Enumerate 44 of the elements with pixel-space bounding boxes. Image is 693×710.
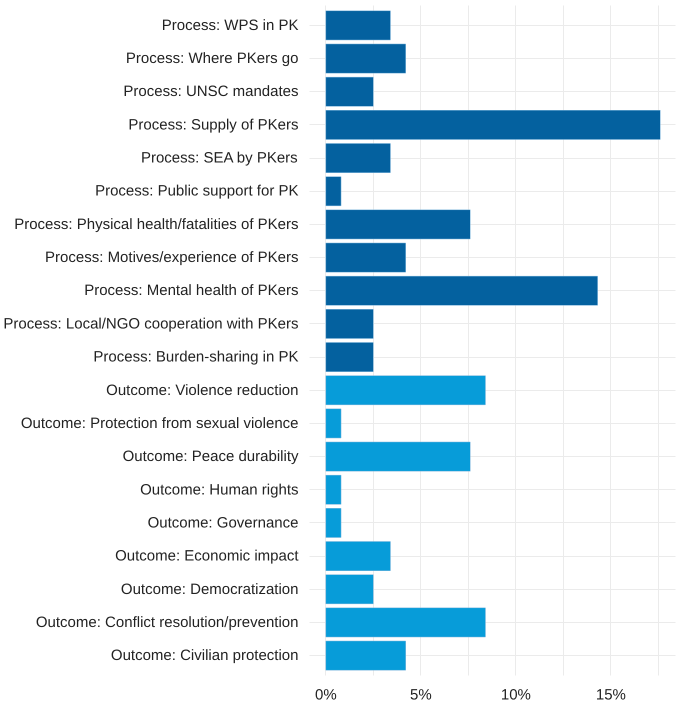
- y-tick-label: Process: Motives/experience of PKers: [45, 249, 299, 266]
- y-tick-label: Process: Public support for PK: [95, 182, 299, 200]
- y-tick-label: Outcome: Peace durability: [122, 448, 299, 466]
- bar: [326, 76, 374, 107]
- y-tick-label: Outcome: Civilian protection: [110, 647, 299, 664]
- bar: [326, 44, 406, 74]
- y-tick-label: Outcome: Conflict resolution/prevention: [36, 614, 299, 631]
- y-tick-label: Process: Local/NGO cooperation with PKers: [3, 315, 299, 332]
- x-tick-label: 10%: [500, 686, 531, 704]
- y-tick-label: Outcome: Democratization: [120, 580, 299, 598]
- y-tick-label: Outcome: Human rights: [140, 481, 299, 498]
- y-tick-label: Process: Physical health/fatalities of PKers: [14, 216, 298, 233]
- y-tick-label: Process: SEA by PKers: [140, 150, 298, 167]
- y-tick-label: Process: WPS in PK: [162, 16, 299, 34]
- bar: [326, 10, 391, 40]
- bar: [326, 474, 342, 505]
- y-tick-label: Outcome: Protection from sexual violence: [20, 414, 298, 432]
- y-tick-label: Process: Mental health of PKers: [84, 282, 299, 300]
- y-tick-label: Outcome: Violence reduction: [106, 382, 299, 399]
- y-tick-label: Outcome: Governance: [148, 514, 299, 532]
- bar: [326, 210, 471, 240]
- y-tick-label: Process: Supply of PKers: [128, 116, 298, 134]
- x-tick-label: 15%: [596, 686, 626, 704]
- bar: [326, 143, 391, 173]
- bar: [326, 408, 342, 438]
- bar: [326, 110, 661, 140]
- bar: [326, 508, 342, 538]
- bar: [326, 242, 406, 272]
- y-tick-label: Process: UNSC mandates: [123, 83, 299, 100]
- y-tick-label: Process: Burden-sharing in PK: [93, 348, 299, 366]
- bar: [326, 541, 391, 571]
- bar: [326, 342, 374, 372]
- bar: [326, 574, 374, 604]
- bar: [326, 276, 598, 306]
- bar: [326, 176, 342, 206]
- x-tick-label: 0%: [315, 686, 337, 704]
- y-tick-label: Outcome: Economic impact: [115, 548, 300, 565]
- x-tick-label: 5%: [410, 686, 432, 704]
- bar: [326, 442, 471, 472]
- bar: [326, 309, 374, 339]
- bar: [326, 608, 486, 638]
- bar: [326, 640, 406, 670]
- y-tick-label: Process: Where PKers go: [126, 50, 299, 68]
- bar: [326, 375, 486, 406]
